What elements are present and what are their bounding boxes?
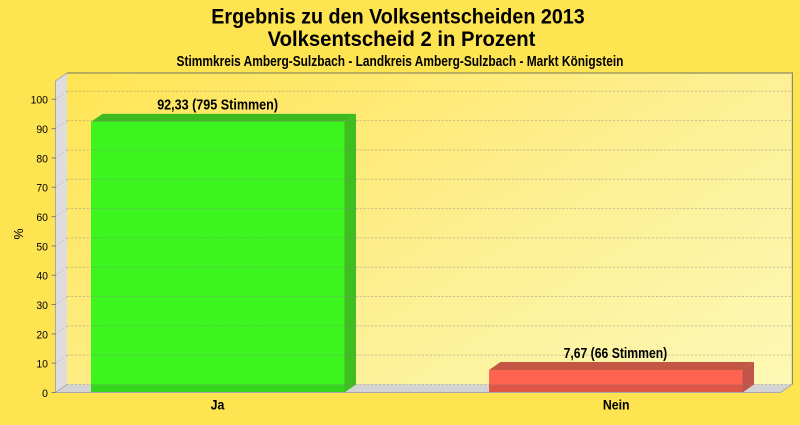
svg-text:30: 30 xyxy=(36,300,48,312)
svg-text:10: 10 xyxy=(36,358,48,370)
svg-text:80: 80 xyxy=(36,153,48,165)
svg-text:0: 0 xyxy=(42,388,48,400)
svg-text:50: 50 xyxy=(36,241,48,253)
svg-text:Stimmkreis Amberg-Sulzbach - L: Stimmkreis Amberg-Sulzbach - Landkreis A… xyxy=(177,53,624,69)
svg-text:100: 100 xyxy=(31,94,48,106)
svg-text:70: 70 xyxy=(36,182,48,194)
svg-text:20: 20 xyxy=(36,329,48,341)
svg-text:90: 90 xyxy=(36,124,48,136)
svg-text:Volksentscheid 2 in Prozent: Volksentscheid 2 in Prozent xyxy=(268,28,536,52)
svg-text:40: 40 xyxy=(36,270,48,282)
svg-text:Nein: Nein xyxy=(603,397,630,413)
svg-text:7,67 (66 Stimmen): 7,67 (66 Stimmen) xyxy=(564,345,668,361)
svg-text:Ja: Ja xyxy=(211,397,225,413)
svg-text:60: 60 xyxy=(36,212,48,224)
svg-text:92,33 (795 Stimmen): 92,33 (795 Stimmen) xyxy=(157,96,278,112)
svg-text:Ergebnis zu den Volksentscheid: Ergebnis zu den Volksentscheiden 2013 xyxy=(211,5,584,29)
svg-text:%: % xyxy=(12,228,26,239)
